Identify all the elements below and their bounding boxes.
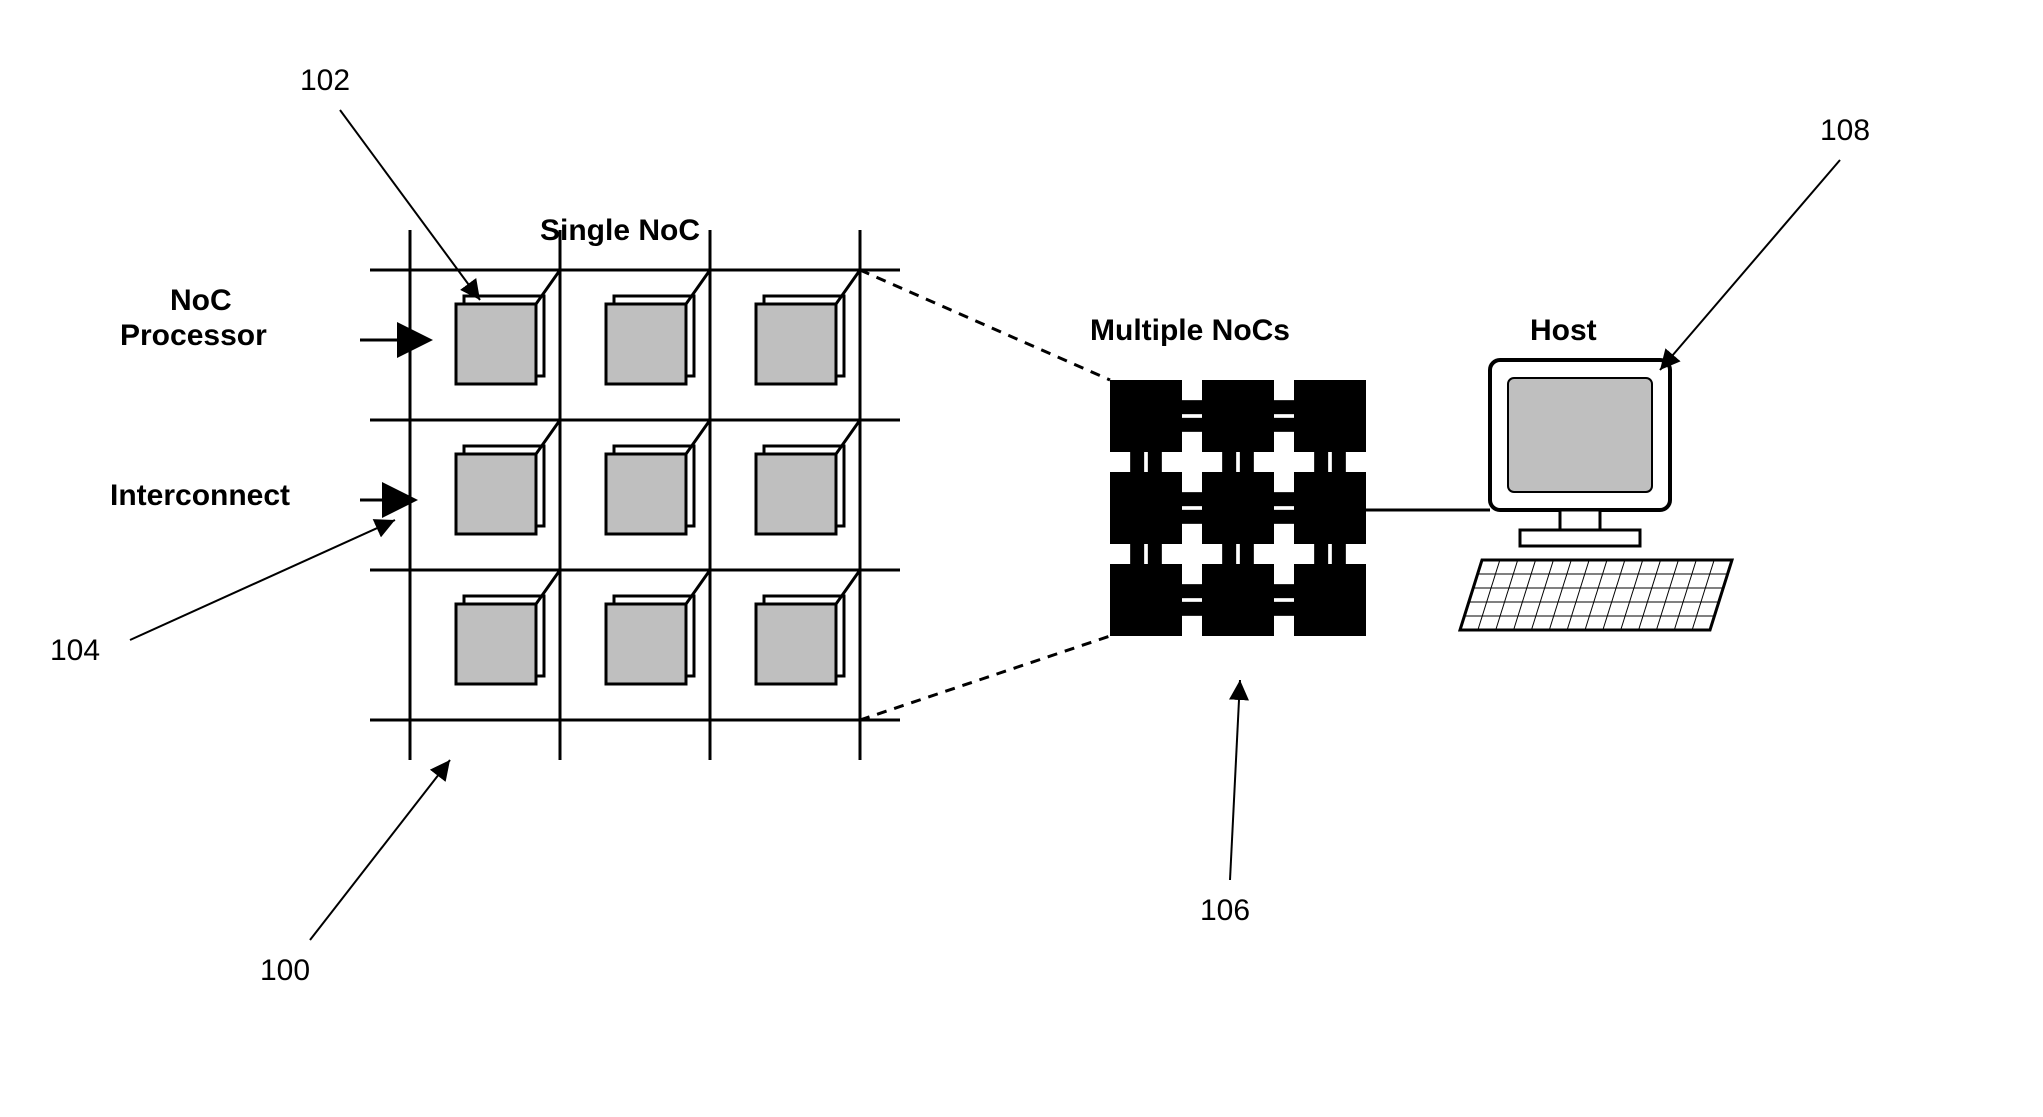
callout-108-arrow [1660, 160, 1840, 370]
callout-100-text: 100 [260, 954, 310, 987]
host-computer-icon [1460, 360, 1732, 630]
single-noc-title: Single NoC [540, 214, 700, 247]
zoom-dash-bottom [860, 636, 1110, 720]
multiple-nocs-label: Multiple NoCs [1090, 314, 1290, 347]
callout-106-arrow [1230, 680, 1240, 880]
noc-processor-label-line1: NoC [170, 284, 232, 317]
noc-processor-label-line2: Processor [120, 319, 267, 352]
interconnect-label: Interconnect [110, 479, 290, 512]
callout-104-text: 104 [50, 634, 100, 667]
host-label: Host [1530, 314, 1597, 347]
multiple-nocs-grid [1110, 380, 1366, 636]
single-noc-grid [370, 230, 900, 760]
noc-architecture-diagram: Single NoC NoC Processor Interconnect Mu… [0, 0, 2043, 1117]
zoom-dash-top [860, 270, 1110, 380]
callout-100-arrow [310, 760, 450, 940]
callout-102-text: 102 [300, 64, 350, 97]
callout-108-text: 108 [1820, 114, 1870, 147]
callout-104-arrow [130, 520, 395, 640]
callout-106-text: 106 [1200, 894, 1250, 927]
